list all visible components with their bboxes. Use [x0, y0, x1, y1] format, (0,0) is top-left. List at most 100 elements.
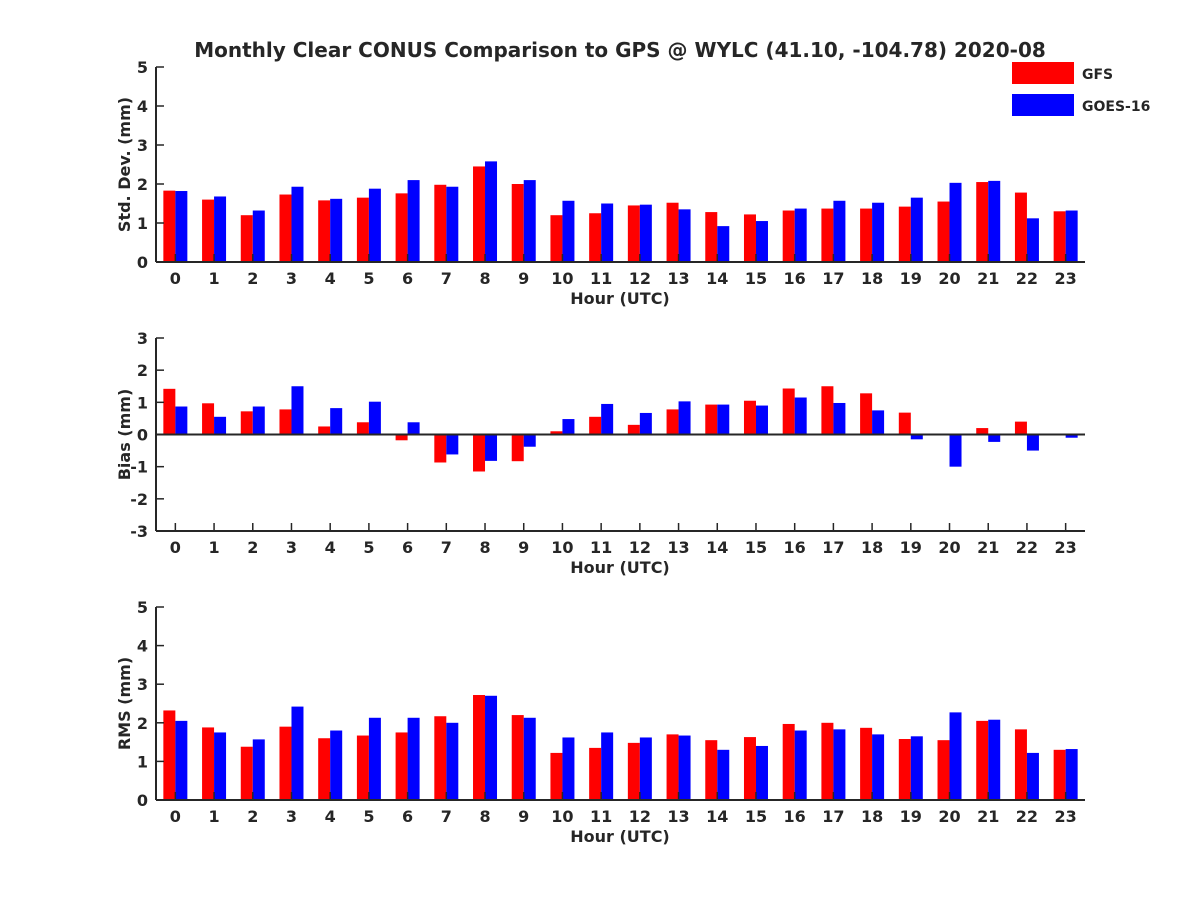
- bar-gfs-hour-18: [860, 208, 873, 262]
- bar-goes16-hour-3: [291, 706, 304, 800]
- bar-gfs-hour-7: [434, 184, 447, 262]
- y-tick-label: 0: [137, 253, 148, 272]
- bar-gfs-hour-8: [473, 166, 486, 262]
- bar-goes16-hour-6: [407, 422, 420, 435]
- bar-goes16-hour-7: [446, 722, 459, 800]
- bar-goes16-hour-2: [252, 406, 265, 435]
- bar-gfs-hour-1: [202, 403, 215, 435]
- bar-goes16-hour-13: [678, 209, 691, 262]
- bar-goes16-hour-7: [446, 186, 459, 262]
- x-tick-label: 22: [1016, 269, 1038, 288]
- bar-gfs-hour-6: [395, 434, 408, 441]
- bar-gfs-hour-17: [821, 386, 834, 435]
- bar-goes16-hour-10: [562, 419, 575, 435]
- bar-gfs-hour-22: [1014, 421, 1027, 435]
- bar-goes16-hour-8: [485, 695, 498, 800]
- bar-gfs-hour-5: [356, 735, 369, 800]
- bar-goes16-hour-16: [794, 397, 807, 435]
- x-tick-label: 16: [784, 807, 806, 826]
- x-tick-label: 17: [822, 269, 844, 288]
- bar-goes16-hour-4: [330, 408, 343, 435]
- x-tick-label: 6: [402, 269, 413, 288]
- bar-goes16-hour-12: [639, 412, 652, 435]
- bar-goes16-hour-12: [639, 737, 652, 800]
- bar-gfs-hour-11: [589, 747, 602, 800]
- y-tick-label: 0: [137, 791, 148, 810]
- bar-gfs-hour-9: [511, 184, 524, 262]
- x-tick-label: 12: [629, 538, 651, 557]
- bar-gfs-hour-22: [1014, 192, 1027, 262]
- x-tick-label: 10: [551, 807, 573, 826]
- bar-goes16-hour-0: [175, 191, 188, 262]
- bar-goes16-hour-1: [214, 732, 227, 800]
- bar-goes16-hour-16: [794, 208, 807, 262]
- bar-goes16-hour-3: [291, 186, 304, 262]
- bar-goes16-hour-17: [833, 729, 846, 800]
- bar-gfs-hour-20: [937, 201, 950, 262]
- bar-gfs-hour-6: [395, 193, 408, 262]
- x-tick-label: 19: [900, 538, 922, 557]
- x-axis-label: Hour (UTC): [570, 558, 670, 577]
- x-tick-label: 0: [170, 807, 181, 826]
- bar-gfs-hour-0: [163, 388, 176, 435]
- bar-gfs-hour-18: [860, 393, 873, 435]
- bar-goes16-hour-22: [1026, 752, 1039, 800]
- x-tick-label: 8: [479, 538, 490, 557]
- x-tick-label: 10: [551, 269, 573, 288]
- x-tick-label: 16: [784, 538, 806, 557]
- x-tick-label: 23: [1055, 538, 1077, 557]
- bar-goes16-hour-14: [717, 749, 730, 800]
- bar-gfs-hour-13: [666, 409, 679, 435]
- x-tick-label: 18: [861, 807, 883, 826]
- y-tick-label: 1: [137, 214, 148, 233]
- bar-goes16-hour-4: [330, 198, 343, 262]
- legend-label-goes16: GOES-16: [1082, 99, 1150, 115]
- y-axis-label: Bias (mm): [115, 389, 134, 481]
- bar-goes16-hour-14: [717, 404, 730, 435]
- x-tick-label: 4: [325, 807, 336, 826]
- x-tick-label: 2: [247, 807, 258, 826]
- bar-gfs-hour-10: [550, 752, 563, 800]
- bar-gfs-hour-7: [434, 716, 447, 800]
- x-tick-label: 22: [1016, 807, 1038, 826]
- bar-gfs-hour-8: [473, 434, 486, 472]
- y-tick-label: 1: [137, 752, 148, 771]
- x-tick-label: 21: [977, 538, 999, 557]
- x-tick-label: 20: [938, 807, 960, 826]
- bar-gfs-hour-21: [976, 720, 989, 800]
- bar-gfs-hour-21: [976, 428, 989, 435]
- bar-gfs-hour-1: [202, 199, 215, 262]
- bar-goes16-hour-19: [910, 197, 923, 262]
- x-tick-label: 21: [977, 807, 999, 826]
- bar-gfs-hour-1: [202, 727, 215, 800]
- legend-swatch-gfs: [1012, 62, 1074, 84]
- x-tick-label: 2: [247, 269, 258, 288]
- bar-gfs-hour-14: [705, 740, 718, 800]
- bar-gfs-hour-21: [976, 182, 989, 262]
- bar-goes16-hour-10: [562, 200, 575, 262]
- bar-goes16-hour-9: [523, 717, 536, 800]
- x-tick-label: 5: [363, 807, 374, 826]
- x-tick-label: 17: [822, 538, 844, 557]
- bar-goes16-hour-5: [368, 401, 381, 435]
- bar-goes16-hour-18: [872, 410, 885, 435]
- x-tick-label: 1: [208, 807, 219, 826]
- bar-gfs-hour-14: [705, 212, 718, 262]
- x-tick-label: 9: [518, 807, 529, 826]
- bar-goes16-hour-15: [755, 405, 768, 435]
- bar-goes16-hour-23: [1065, 749, 1078, 800]
- x-axis-label: Hour (UTC): [570, 827, 670, 846]
- x-tick-label: 7: [441, 807, 452, 826]
- bar-gfs-hour-5: [356, 422, 369, 435]
- x-tick-label: 0: [170, 269, 181, 288]
- bar-gfs-hour-12: [627, 205, 640, 262]
- bar-goes16-hour-11: [601, 732, 614, 800]
- bar-gfs-hour-9: [511, 434, 524, 462]
- bar-goes16-hour-10: [562, 737, 575, 800]
- bar-goes16-hour-18: [872, 734, 885, 800]
- bar-goes16-hour-6: [407, 717, 420, 800]
- bar-goes16-hour-20: [949, 712, 962, 800]
- bar-gfs-hour-4: [318, 426, 331, 435]
- x-tick-label: 8: [479, 807, 490, 826]
- bar-goes16-hour-22: [1026, 218, 1039, 262]
